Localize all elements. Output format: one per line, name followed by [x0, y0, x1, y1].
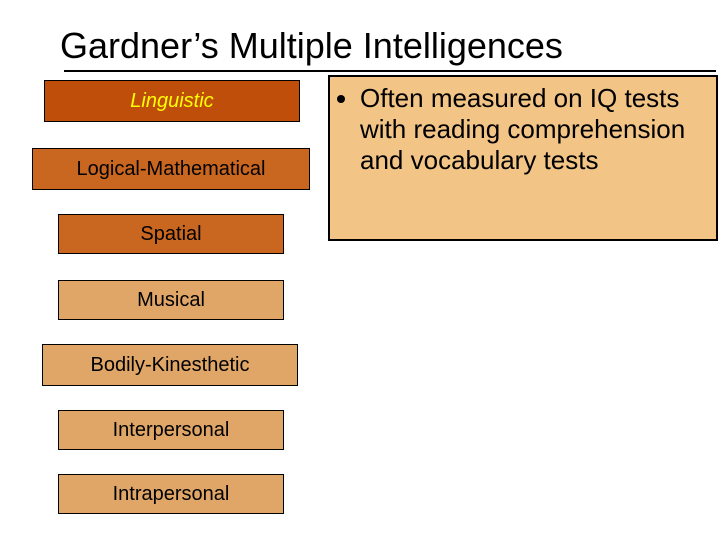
- description-bullet: Often measured on IQ tests with reading …: [360, 83, 708, 177]
- intel-item-logical-mathematical: Logical-Mathematical: [32, 148, 310, 190]
- title-underline: [64, 70, 716, 72]
- intel-item-linguistic: Linguistic: [44, 80, 300, 122]
- description-list: Often measured on IQ tests with reading …: [338, 83, 708, 177]
- intel-item-interpersonal: Interpersonal: [58, 410, 284, 450]
- intel-item-intrapersonal: Intrapersonal: [58, 474, 284, 514]
- intel-label: Musical: [137, 289, 205, 311]
- slide: Gardner’s Multiple Intelligences Linguis…: [0, 0, 720, 540]
- intel-item-spatial: Spatial: [58, 214, 284, 254]
- intel-label: Logical-Mathematical: [77, 158, 266, 180]
- slide-title: Gardner’s Multiple Intelligences: [60, 25, 700, 67]
- intel-label: Bodily-Kinesthetic: [91, 354, 250, 376]
- intel-label: Linguistic: [130, 90, 213, 112]
- intel-item-musical: Musical: [58, 280, 284, 320]
- intel-label: Interpersonal: [113, 419, 230, 441]
- intel-item-bodily-kinesthetic: Bodily-Kinesthetic: [42, 344, 298, 386]
- intel-label: Intrapersonal: [113, 483, 230, 505]
- description-box: Often measured on IQ tests with reading …: [328, 75, 718, 241]
- intel-label: Spatial: [140, 223, 201, 245]
